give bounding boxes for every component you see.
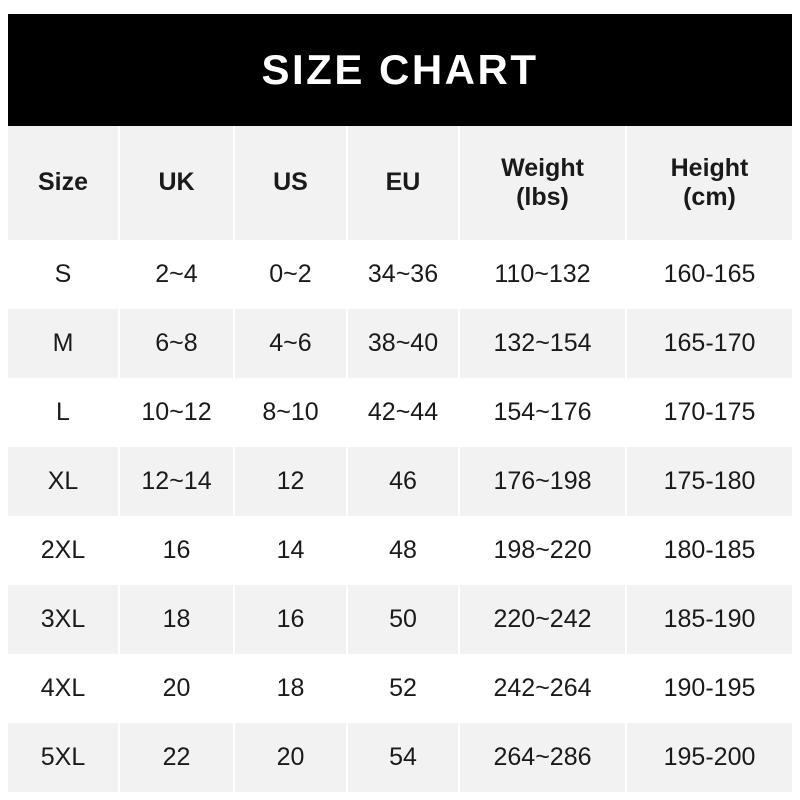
- column-header-uk: UK: [120, 126, 235, 240]
- cell-us: 4~6: [235, 309, 348, 378]
- table-row: 2XL 16 14 48 198~220 180-185: [8, 516, 792, 585]
- cell-height: 185-190: [627, 585, 792, 654]
- column-header-height: Height (cm): [627, 126, 792, 240]
- cell-us: 16: [235, 585, 348, 654]
- cell-eu: 48: [348, 516, 460, 585]
- cell-uk: 12~14: [120, 447, 235, 516]
- cell-eu: 54: [348, 723, 460, 792]
- cell-uk: 2~4: [120, 240, 235, 309]
- size-chart-card: SIZE CHART Size UK US EU: [8, 14, 792, 792]
- cell-us: 0~2: [235, 240, 348, 309]
- size-chart-table: Size UK US EU Weight (lbs) Height (cm): [8, 126, 792, 792]
- cell-size: M: [8, 309, 120, 378]
- cell-eu: 38~40: [348, 309, 460, 378]
- cell-height: 180-185: [627, 516, 792, 585]
- cell-weight: 110~132: [460, 240, 627, 309]
- cell-us: 14: [235, 516, 348, 585]
- column-header-us: US: [235, 126, 348, 240]
- cell-size: 5XL: [8, 723, 120, 792]
- cell-height: 175-180: [627, 447, 792, 516]
- column-header-uk-label: UK: [158, 168, 195, 197]
- table-row: L 10~12 8~10 42~44 154~176 170-175: [8, 378, 792, 447]
- cell-eu: 42~44: [348, 378, 460, 447]
- table-row: M 6~8 4~6 38~40 132~154 165-170: [8, 309, 792, 378]
- table-body: S 2~4 0~2 34~36 110~132 160-165 M 6~8 4~6 38~40 13…: [8, 240, 792, 792]
- page-title: SIZE CHART: [261, 46, 539, 93]
- column-header-weight-unit: (lbs): [516, 183, 569, 211]
- cell-eu: 50: [348, 585, 460, 654]
- cell-uk: 22: [120, 723, 235, 792]
- cell-weight: 220~242: [460, 585, 627, 654]
- cell-uk: 18: [120, 585, 235, 654]
- cell-eu: 34~36: [348, 240, 460, 309]
- cell-weight: 264~286: [460, 723, 627, 792]
- cell-height: 195-200: [627, 723, 792, 792]
- cell-size: XL: [8, 447, 120, 516]
- cell-uk: 16: [120, 516, 235, 585]
- cell-size: S: [8, 240, 120, 309]
- column-header-eu-label: EU: [385, 168, 421, 197]
- cell-size: 3XL: [8, 585, 120, 654]
- cell-height: 160-165: [627, 240, 792, 309]
- column-header-height-label: Height: [670, 153, 749, 182]
- cell-eu: 52: [348, 654, 460, 723]
- table-row: 5XL 22 20 54 264~286 195-200: [8, 723, 792, 792]
- cell-uk: 10~12: [120, 378, 235, 447]
- cell-us: 12: [235, 447, 348, 516]
- cell-weight: 154~176: [460, 378, 627, 447]
- cell-weight: 198~220: [460, 516, 627, 585]
- table-row: 4XL 20 18 52 242~264 190-195: [8, 654, 792, 723]
- column-header-eu: EU: [348, 126, 460, 240]
- cell-height: 165-170: [627, 309, 792, 378]
- cell-size: 2XL: [8, 516, 120, 585]
- table-row: S 2~4 0~2 34~36 110~132 160-165: [8, 240, 792, 309]
- cell-weight: 176~198: [460, 447, 627, 516]
- cell-us: 8~10: [235, 378, 348, 447]
- cell-eu: 46: [348, 447, 460, 516]
- cell-size: L: [8, 378, 120, 447]
- cell-weight: 132~154: [460, 309, 627, 378]
- cell-uk: 6~8: [120, 309, 235, 378]
- column-header-weight-label: Weight: [501, 153, 584, 182]
- column-header-weight: Weight (lbs): [460, 126, 627, 240]
- column-header-size: Size: [8, 126, 120, 240]
- cell-size: 4XL: [8, 654, 120, 723]
- cell-us: 18: [235, 654, 348, 723]
- cell-uk: 20: [120, 654, 235, 723]
- column-header-us-label: US: [273, 168, 308, 197]
- cell-height: 190-195: [627, 654, 792, 723]
- column-header-size-label: Size: [37, 168, 89, 197]
- cell-height: 170-175: [627, 378, 792, 447]
- column-header-height-unit: (cm): [683, 183, 736, 211]
- table-row: XL 12~14 12 46 176~198 175-180: [8, 447, 792, 516]
- table-header-row: Size UK US EU Weight (lbs) Height (cm): [8, 126, 792, 240]
- table-row: 3XL 18 16 50 220~242 185-190: [8, 585, 792, 654]
- cell-us: 20: [235, 723, 348, 792]
- title-banner: SIZE CHART: [8, 14, 792, 126]
- cell-weight: 242~264: [460, 654, 627, 723]
